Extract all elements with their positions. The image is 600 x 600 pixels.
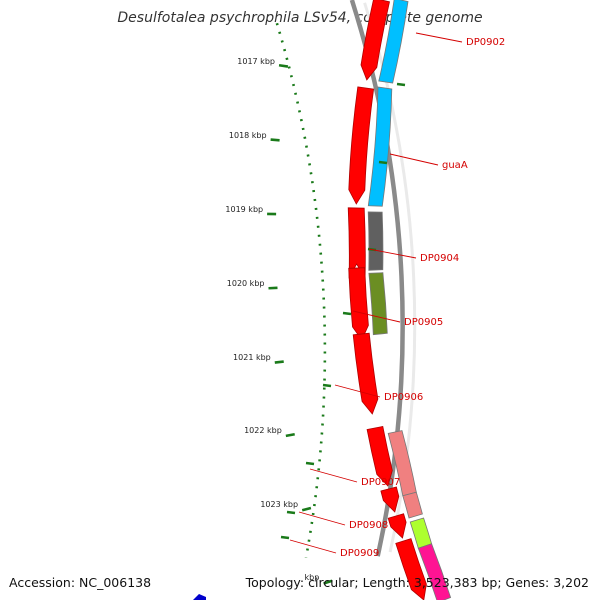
- cds-arrow: [366, 426, 393, 487]
- gene-label: DP0908: [349, 520, 388, 531]
- cog-segment: [402, 491, 423, 519]
- gene-tick: [396, 82, 406, 87]
- tick-mark: [285, 432, 295, 438]
- cog-segment: [367, 86, 393, 207]
- tick-mark: [274, 360, 284, 364]
- gene-label: DP0906: [384, 392, 423, 403]
- tick-label: 1020 kbp: [227, 279, 265, 288]
- gene-callout-line: [309, 468, 358, 483]
- tick-label: 1023 kbp: [260, 500, 298, 509]
- tick-label: 1018 kbp: [229, 131, 267, 140]
- cog-segment: [367, 211, 384, 271]
- cog-segment: [378, 0, 409, 84]
- gene-callout-line: [298, 511, 346, 526]
- gene-label: guaA: [442, 160, 468, 171]
- gene-callout-line: [334, 384, 381, 398]
- cog-segment: [368, 272, 388, 336]
- gene-callout-line: [368, 248, 417, 259]
- gene-label: DP0905: [404, 317, 443, 328]
- tick-label: 1021 kbp: [233, 353, 271, 362]
- tick-mark: [278, 63, 289, 68]
- tick-label: 1022 kbp: [244, 426, 282, 435]
- tick-mark: [270, 138, 280, 142]
- tick-label: 1019 kbp: [225, 205, 263, 214]
- tick-mark: [323, 579, 333, 585]
- tick-mark: [301, 506, 312, 512]
- gene-callout-line: [389, 153, 439, 166]
- gene-label: DP0902: [466, 37, 505, 48]
- gene-callout-line: [415, 32, 463, 43]
- cds-arrow: [380, 486, 400, 513]
- gene-tick: [378, 160, 388, 165]
- gene-tick: [342, 311, 352, 316]
- cds-arrow: [395, 538, 427, 600]
- accession-label: Accession: NC_006138: [9, 575, 152, 590]
- tick-label: 1017 kbp: [237, 57, 275, 66]
- gene-label: DP0909: [340, 548, 379, 559]
- gene-label: DP0907: [361, 477, 400, 488]
- gene-callout-line: [352, 310, 401, 323]
- tick-label: kbp: [305, 573, 320, 582]
- cds-arrow: [348, 86, 375, 205]
- cds-arrow: [348, 267, 369, 341]
- genome-summary: Topology: circular; Length: 3,523,383 bp…: [245, 575, 589, 590]
- gene-label: DP0904: [420, 253, 459, 264]
- cog-segment: [409, 517, 433, 549]
- gene-callout-line: [289, 539, 337, 554]
- blue-feature-arrow: [193, 594, 206, 600]
- gene-tick: [305, 461, 315, 466]
- cds-arrow: [387, 513, 407, 539]
- gene-tick: [286, 510, 296, 515]
- gene-tick: [322, 383, 332, 388]
- cds-arrow: [352, 332, 379, 415]
- cog-segment: [417, 543, 452, 600]
- ruler-dots: [275, 22, 327, 558]
- cds-arrow: [360, 0, 390, 81]
- gene-tick: [280, 535, 290, 540]
